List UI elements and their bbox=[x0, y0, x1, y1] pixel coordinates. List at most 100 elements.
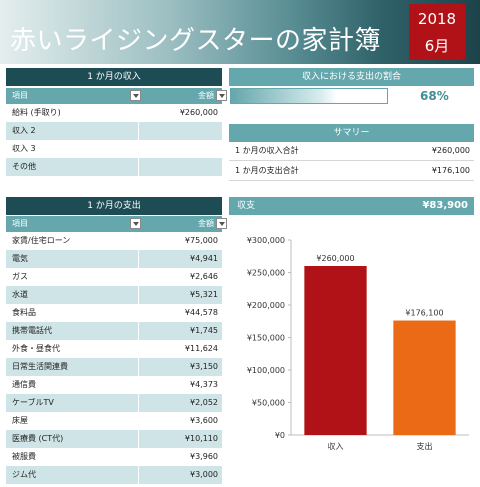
y-tick-label: ¥200,000 bbox=[247, 301, 285, 310]
cell-divider bbox=[138, 358, 139, 376]
expense-ratio-progress-bar bbox=[230, 88, 388, 104]
cell-divider bbox=[138, 376, 139, 394]
income-item: 収入 3 bbox=[12, 144, 36, 153]
chevron-down-icon[interactable] bbox=[216, 90, 227, 101]
page-header bbox=[0, 0, 480, 64]
bar-0 bbox=[304, 266, 367, 435]
expense-item: 食料品 bbox=[12, 308, 36, 317]
chevron-down-icon[interactable] bbox=[130, 90, 141, 101]
expense-row: ケーブルTV ¥2,052 bbox=[6, 394, 222, 412]
expense-item: 携帯電話代 bbox=[12, 326, 52, 335]
income-col-item: 項目 bbox=[12, 91, 28, 100]
expense-row: 被服費 ¥3,960 bbox=[6, 448, 222, 466]
summary-label: 1 か月の収入合計 bbox=[235, 146, 299, 155]
expense-item: 電気 bbox=[12, 254, 28, 263]
cell-divider bbox=[138, 104, 139, 122]
expense-item: 通信費 bbox=[12, 380, 36, 389]
y-tick-label: ¥150,000 bbox=[247, 334, 285, 343]
income-expense-chart: ¥0 ¥50,000 ¥100,000 ¥150,000 ¥200,000 ¥250,00… bbox=[247, 236, 469, 451]
expense-item: 水道 bbox=[12, 290, 28, 299]
date-month: 6月 bbox=[424, 37, 450, 55]
balance-value: ¥83,900 bbox=[422, 200, 468, 211]
bar-data-label: ¥260,000 bbox=[316, 254, 354, 263]
date-year: 2018 bbox=[417, 10, 457, 28]
y-tick-label: ¥50,000 bbox=[252, 399, 285, 408]
y-tick-label: ¥250,000 bbox=[247, 269, 285, 278]
progress-fill bbox=[231, 89, 338, 103]
summary-value: ¥176,100 bbox=[431, 166, 470, 175]
summary-section-header: サマリー bbox=[229, 124, 474, 142]
income-row: 収入 3 bbox=[6, 140, 222, 158]
expense-amount: ¥10,110 bbox=[184, 434, 218, 443]
chevron-down-icon[interactable] bbox=[130, 218, 141, 229]
expense-amount: ¥3,960 bbox=[190, 452, 218, 461]
expense-row: 水道 ¥5,321 bbox=[6, 286, 222, 304]
balance-bar: 収支 ¥83,900 bbox=[229, 197, 474, 215]
expense-ratio-percent: 68% bbox=[420, 89, 449, 103]
x-tick-label: 収入 bbox=[328, 441, 344, 451]
summary-row: 1 か月の収入合計 ¥260,000 bbox=[229, 142, 474, 161]
expense-amount: ¥4,941 bbox=[190, 254, 218, 263]
expense-col-amount: 金額 bbox=[198, 219, 214, 228]
expense-amount: ¥1,745 bbox=[190, 326, 218, 335]
expense-row: 通信費 ¥4,373 bbox=[6, 376, 222, 394]
cell-divider bbox=[138, 122, 139, 140]
cell-divider bbox=[138, 448, 139, 466]
expense-row: 携帯電話代 ¥1,745 bbox=[6, 322, 222, 340]
income-col-amount: 金額 bbox=[198, 91, 214, 100]
income-table-header: 項目 金額 bbox=[6, 88, 227, 104]
cell-divider bbox=[138, 304, 139, 322]
expense-amount: ¥2,052 bbox=[190, 398, 218, 407]
expense-table-header: 項目 金額 bbox=[6, 216, 227, 232]
income-item: 収入 2 bbox=[12, 126, 36, 135]
ratio-section-header: 収入における支出の割合 bbox=[229, 68, 474, 86]
expense-row: 電気 ¥4,941 bbox=[6, 250, 222, 268]
cell-divider bbox=[138, 158, 139, 176]
cell-divider bbox=[138, 412, 139, 430]
income-row: 収入 2 bbox=[6, 122, 222, 140]
expense-item: 家賃/住宅ローン bbox=[12, 236, 71, 245]
income-amount: ¥260,000 bbox=[179, 108, 218, 117]
page-title: 赤いライジングスターの家計簿 bbox=[10, 26, 382, 56]
expense-row: 医療費 (CT代) ¥10,110 bbox=[6, 430, 222, 448]
expense-row: 外食・昼食代 ¥11,624 bbox=[6, 340, 222, 358]
expense-item: 被服費 bbox=[12, 452, 36, 461]
cell-divider bbox=[138, 232, 139, 250]
expense-item: ケーブルTV bbox=[12, 398, 54, 407]
income-row: その他 bbox=[6, 158, 222, 176]
expense-row: ガス ¥2,646 bbox=[6, 268, 222, 286]
expense-item: 床屋 bbox=[12, 416, 28, 425]
income-item: 給料 (手取り) bbox=[12, 108, 61, 117]
summary-label: 1 か月の支出合計 bbox=[235, 166, 299, 175]
expense-amount: ¥5,321 bbox=[190, 290, 218, 299]
expense-amount: ¥3,000 bbox=[190, 470, 218, 479]
expense-item: 外食・昼食代 bbox=[12, 344, 60, 353]
y-tick-label: ¥100,000 bbox=[247, 366, 285, 375]
expense-row: 家賃/住宅ローン ¥75,000 bbox=[6, 232, 222, 250]
expense-amount: ¥11,624 bbox=[184, 344, 218, 353]
expense-amount: ¥3,150 bbox=[190, 362, 218, 371]
summary-row: 1 か月の支出合計 ¥176,100 bbox=[229, 162, 474, 181]
chevron-down-icon[interactable] bbox=[216, 218, 227, 229]
expense-amount: ¥3,600 bbox=[190, 416, 218, 425]
expense-item: ジム代 bbox=[12, 470, 36, 479]
expense-section-header: 1 か月の支出 bbox=[6, 197, 222, 215]
y-tick-label: ¥300,000 bbox=[247, 236, 285, 245]
cell-divider bbox=[138, 250, 139, 268]
cell-divider bbox=[138, 322, 139, 340]
income-item: その他 bbox=[12, 162, 36, 171]
expense-amount: ¥2,646 bbox=[190, 272, 218, 281]
date-badge: 2018 6月 bbox=[409, 4, 465, 60]
expense-amount: ¥75,000 bbox=[184, 236, 218, 245]
cell-divider bbox=[138, 430, 139, 448]
bar-1 bbox=[393, 320, 456, 435]
cell-divider bbox=[138, 394, 139, 412]
expense-amount: ¥4,373 bbox=[190, 380, 218, 389]
balance-label: 収支 bbox=[237, 201, 256, 211]
income-row: 給料 (手取り) ¥260,000 bbox=[6, 104, 222, 122]
cell-divider bbox=[138, 466, 139, 484]
cell-divider bbox=[138, 140, 139, 158]
expense-item: 日常生活関連費 bbox=[12, 362, 68, 371]
cell-divider bbox=[138, 286, 139, 304]
expense-amount: ¥44,578 bbox=[184, 308, 218, 317]
